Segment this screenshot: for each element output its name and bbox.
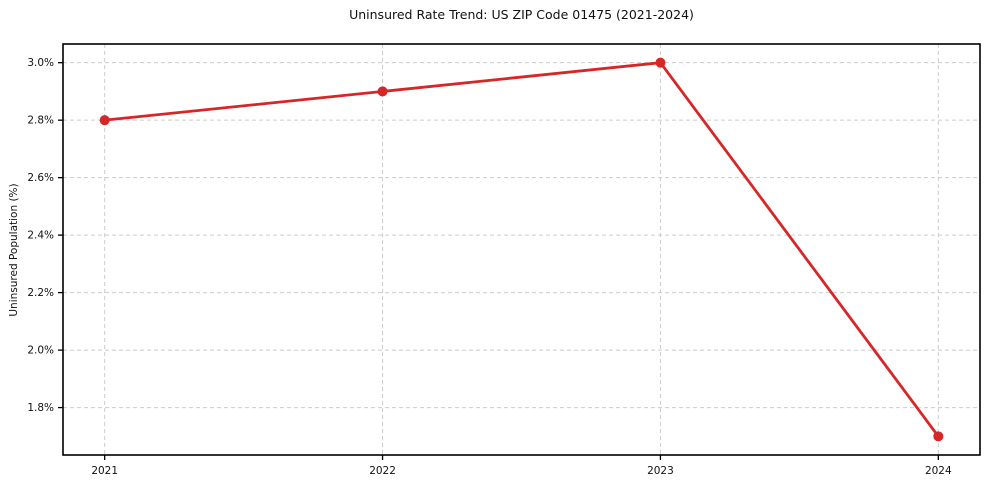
data-point-marker <box>377 86 388 97</box>
y-tick-label: 2.0% <box>27 345 54 357</box>
x-tick-label: 2021 <box>91 465 118 477</box>
y-tick-label: 2.8% <box>27 115 54 127</box>
y-tick-label: 2.4% <box>27 230 54 242</box>
y-tick-label: 1.8% <box>27 402 54 414</box>
y-tick-label: 3.0% <box>27 57 54 69</box>
x-tick-label: 2023 <box>647 465 674 477</box>
data-line <box>103 61 940 438</box>
data-point-marker <box>933 431 944 442</box>
data-point-marker <box>655 57 666 68</box>
y-tick-label: 2.2% <box>27 287 54 299</box>
y-tick-label: 2.6% <box>27 172 54 184</box>
x-tick-label: 2024 <box>925 465 952 477</box>
x-tick-label: 2022 <box>369 465 396 477</box>
data-point-marker <box>99 115 110 126</box>
plot-border <box>62 43 981 456</box>
chart-title: Uninsured Rate Trend: US ZIP Code 01475 … <box>349 7 694 22</box>
